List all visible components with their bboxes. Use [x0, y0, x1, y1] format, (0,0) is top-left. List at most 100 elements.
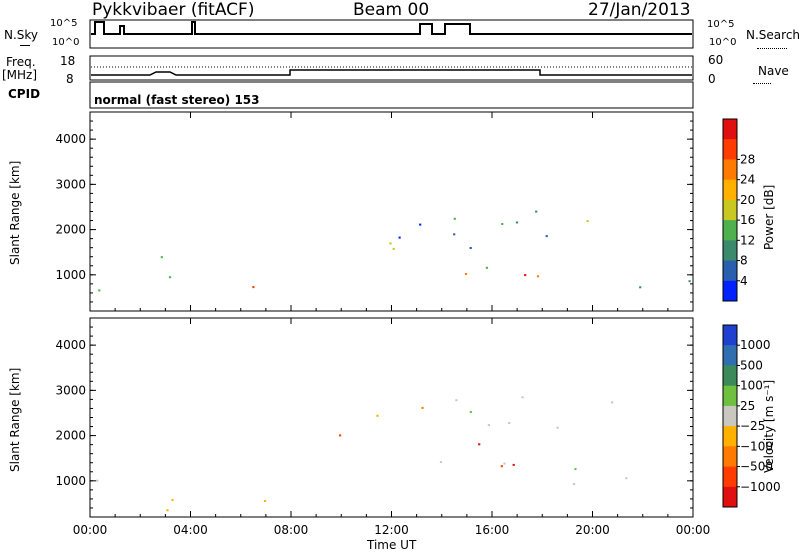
cpid-value: normal (fast stereo) 153 [94, 93, 260, 107]
nsearch-label: N.Search [746, 28, 800, 42]
y-tick-label: 4000 [55, 338, 86, 352]
freq-tick-bottom: 8 [66, 72, 74, 86]
data-cell [545, 235, 548, 238]
data-cell [572, 483, 576, 486]
colorbar-segment [723, 466, 737, 488]
data-cell [512, 463, 515, 466]
data-cell [485, 266, 488, 269]
colorbar-tick-label: −500 [740, 460, 773, 474]
freq-unit-label: [MHz] [2, 68, 38, 82]
colorbar-tick-label: 16 [740, 213, 755, 227]
power-ylabel: Slant Range [km] [8, 160, 22, 265]
data-cell [536, 275, 540, 278]
data-cell [625, 477, 628, 480]
colorbar-segment [723, 345, 737, 366]
sky-panel-frame [89, 19, 694, 49]
data-cell [392, 247, 395, 250]
data-cell [535, 210, 538, 213]
velocity-data-cells [96, 396, 628, 512]
power-panel: 1000 2000 3000 4000 [55, 111, 694, 312]
sky-tick-top: 10^5 [50, 18, 78, 29]
freq-label: Freq. [6, 55, 36, 69]
colorbar-tick-label: 500 [740, 358, 763, 372]
data-cell [574, 468, 577, 471]
x-tick-label: 20:00 [575, 523, 610, 537]
nsearch-legend-line [757, 48, 787, 49]
data-cell [508, 422, 511, 424]
data-cell [501, 223, 504, 225]
colorbar-tick-label: 28 [740, 152, 755, 166]
data-cell [453, 217, 456, 220]
freq-panel-frame [89, 55, 694, 81]
data-cell [556, 426, 559, 429]
nsky-trace [91, 21, 692, 35]
colorbar-tick-label: 8 [740, 254, 748, 268]
y-tick-label: 3000 [55, 177, 86, 191]
colorbar-tick-label: 25 [740, 399, 755, 413]
colorbar-tick-label: 100 [740, 379, 763, 393]
data-cell [96, 479, 99, 482]
x-tick-label: 12:00 [374, 523, 409, 537]
colorbar-tick-label: 20 [740, 193, 755, 207]
data-cell [515, 221, 519, 224]
nsky-label: N.Sky [4, 28, 39, 42]
freq-tick-top: 18 [60, 54, 76, 68]
colorbar-tick-label: 12 [740, 233, 755, 247]
colorbar-segment [723, 260, 737, 282]
power-panel-frame [89, 111, 694, 312]
nave-tick-top: 60 [708, 53, 724, 67]
colorbar-segment [723, 220, 737, 241]
velocity-colorbar-label: Velocity [m s⁻¹] [762, 379, 776, 473]
colorbar-frame [722, 118, 738, 302]
data-cell [464, 273, 468, 275]
data-cell [688, 280, 691, 283]
data-cell [166, 509, 169, 512]
colorbar-segment [723, 486, 737, 508]
colorbar-segment [723, 365, 737, 387]
data-cell [389, 242, 392, 245]
velocity-panel: 1000 2000 3000 4000 00:00 04:00 08:00 12:00 16:0… [55, 317, 710, 537]
colorbar-tick-label: 1000 [740, 338, 771, 352]
y-tick-label: 1000 [55, 474, 86, 488]
data-cell [339, 434, 342, 437]
data-cell [419, 223, 422, 226]
nave-tick-bottom: 0 [708, 72, 716, 86]
colorbar-tick-label: 24 [740, 173, 755, 187]
power-colorbar-label: Power [dB] [762, 184, 776, 250]
x-tick-label: 04:00 [173, 523, 208, 537]
colorbar-segment [723, 280, 737, 302]
colorbar-segment [723, 405, 737, 427]
colorbar-frame [722, 324, 738, 508]
data-cell [469, 247, 472, 249]
y-tick-label: 4000 [55, 132, 86, 146]
velocity-panel-frame [89, 317, 694, 518]
date-label: 27/Jan/2013 [588, 0, 691, 20]
colorbar-tick-label: −100 [740, 439, 773, 453]
nave-legend-line [753, 83, 771, 84]
data-cell [98, 289, 101, 292]
data-cell [487, 424, 490, 427]
colorbar-tick-label: −25 [740, 419, 765, 433]
beam-label: Beam 00 [353, 0, 430, 20]
data-cell [455, 399, 458, 402]
colorbar-segment [723, 446, 737, 467]
velocity-ylabel: Slant Range [km] [8, 367, 22, 472]
data-cell [611, 401, 614, 404]
data-cell [503, 462, 506, 465]
x-tick-label: 16:00 [475, 523, 510, 537]
freq-trace [91, 69, 692, 76]
y-tick-label: 1000 [55, 268, 86, 282]
colorbar-segment [723, 119, 737, 140]
velocity-colorbar: 1000 500 100 25 −25 −100 −500 −1000 [722, 324, 781, 508]
data-cell [478, 443, 481, 446]
data-cell [521, 396, 524, 399]
time-xlabel: Time UT [367, 538, 417, 552]
nave-label: Nave [758, 64, 789, 78]
data-cell [453, 233, 456, 236]
cpid-panel-frame [89, 81, 694, 109]
search-tick-bottom: 10^0 [709, 37, 737, 48]
data-cell [469, 411, 472, 413]
power-colorbar: 4 8 12 16 20 24 28 [722, 118, 755, 302]
data-cell [500, 465, 503, 468]
